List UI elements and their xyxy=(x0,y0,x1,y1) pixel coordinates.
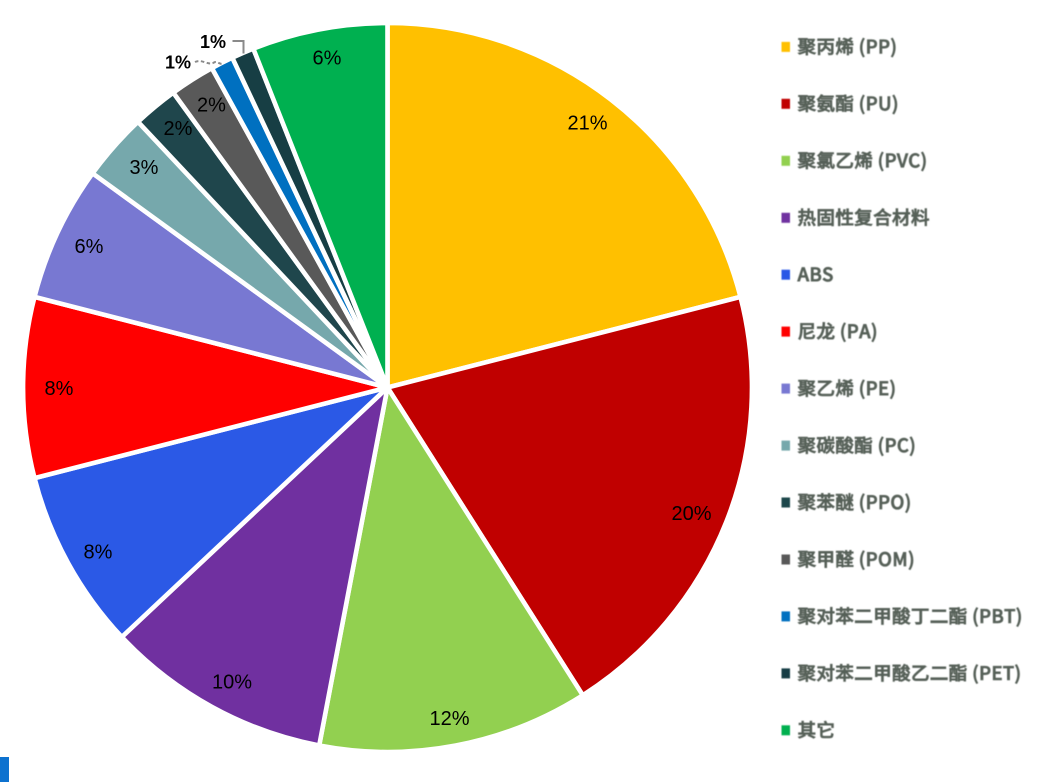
svg-text:8%: 8% xyxy=(84,542,113,564)
svg-text:21%: 21% xyxy=(567,113,607,135)
svg-text:1%: 1% xyxy=(165,53,191,73)
svg-text:20%: 20% xyxy=(671,503,711,525)
svg-text:6%: 6% xyxy=(75,236,104,258)
svg-text:12%: 12% xyxy=(429,708,469,730)
svg-text:2%: 2% xyxy=(164,118,193,140)
svg-text:1%: 1% xyxy=(200,32,226,52)
svg-text:3%: 3% xyxy=(130,157,159,179)
svg-text:10%: 10% xyxy=(212,672,252,694)
svg-text:8%: 8% xyxy=(45,378,74,400)
svg-text:6%: 6% xyxy=(313,48,342,70)
svg-text:2%: 2% xyxy=(197,95,226,117)
